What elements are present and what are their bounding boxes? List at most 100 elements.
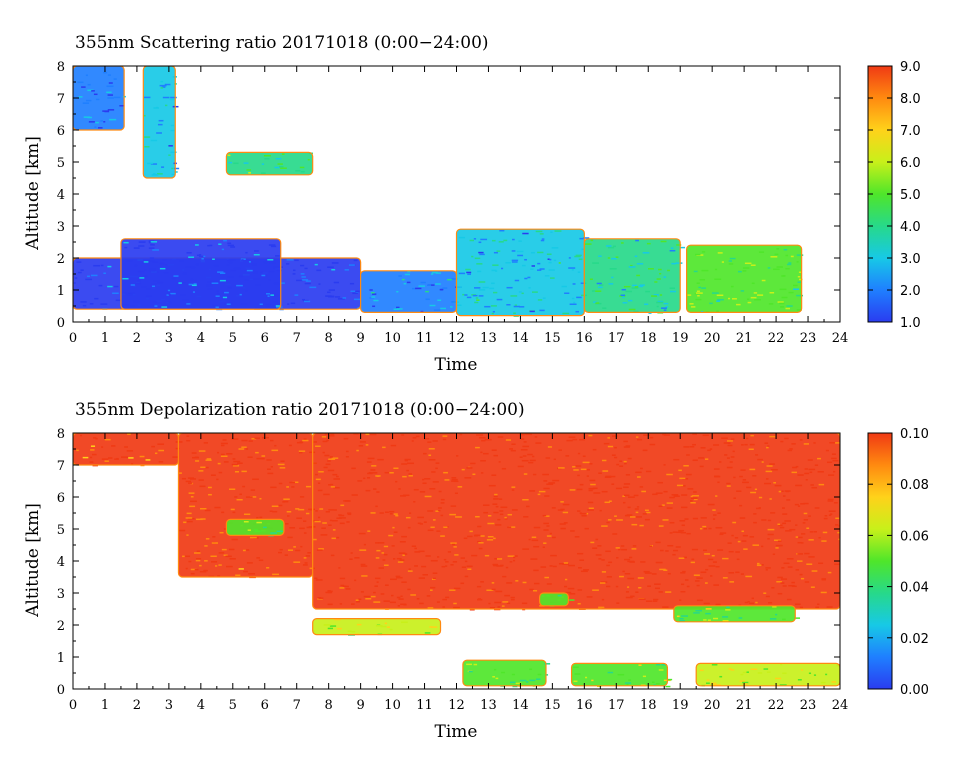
data-speckle [663,434,670,436]
data-speckle [331,268,336,271]
data-speckle [493,454,499,457]
data-speckle [546,483,554,486]
data-speckle [588,487,595,490]
data-speckle [528,538,531,541]
data-speckle [582,237,590,239]
data-speckle [384,471,390,474]
data-speckle [583,569,590,571]
data-speckle [663,309,667,311]
data-speckle [350,290,357,293]
x-tick-label: 23 [800,331,817,346]
colorbar-tick-label: 0.04 [900,581,929,596]
data-speckle [529,679,536,682]
data-speckle [354,557,360,559]
data-speckle [495,590,503,593]
data-speckle [382,559,386,561]
data-speckle [128,292,136,294]
data-speckle [402,494,410,497]
data-speckle [520,433,525,436]
data-speckle [376,491,380,493]
data-speckle [317,482,321,484]
data-speckle [780,440,784,443]
data-speckle [186,534,189,536]
data-speckle [671,494,679,496]
data-speckle [742,534,748,537]
data-speckle [492,310,495,313]
depolarization-x-axis-label: Time [435,722,478,742]
data-speckle [624,462,627,465]
data-speckle [240,258,246,260]
data-speckle [562,511,569,514]
data-speckle [687,488,694,490]
data-speckle [533,526,541,529]
data-speckle [207,244,210,247]
data-speckle [484,438,492,441]
data-speckle [370,433,377,436]
data-speckle [478,436,482,439]
data-speckle [831,681,837,683]
data-speckle [679,617,684,620]
data-speckle [293,561,301,563]
data-speckle [687,294,692,296]
data-speckle [134,264,138,267]
data-speckle [796,254,804,256]
data-speckle [246,169,252,171]
data-speckle [83,116,90,118]
data-speckle [560,508,565,511]
data-speckle [511,250,516,252]
data-speckle [305,280,311,282]
data-speckle [365,433,370,436]
data-speckle [393,308,400,311]
data-speckle [501,671,505,674]
data-speckle [440,535,445,537]
data-speckle [733,476,736,479]
data-speckle [768,303,774,305]
data-speckle [360,565,368,567]
data-speckle [475,297,479,299]
data-speckle [804,552,810,555]
data-speckle [330,554,335,557]
data-speckle [649,545,653,547]
x-tick-label: 0 [69,331,77,346]
data-speckle [233,162,239,165]
data-speckle [445,596,450,599]
data-speckle [318,471,324,473]
data-speckle [739,517,746,519]
data-speckle [148,260,155,262]
y-tick-label: 4 [57,555,65,570]
data-speckle [90,445,96,447]
data-speckle [472,473,476,476]
data-speckle [507,513,513,516]
data-speckle [577,452,581,455]
data-speckle [254,437,260,439]
data-speckle [98,284,103,287]
data-speckle [614,456,618,459]
data-speckle [717,549,724,551]
data-speckle [484,554,490,557]
data-speckle [712,617,719,620]
data-speckle [713,584,720,586]
data-speckle [692,443,696,446]
data-speckle [799,278,803,281]
data-speckle [302,298,305,301]
data-speckle [298,508,305,511]
data-speckle [696,282,700,284]
data-speckle [715,495,718,497]
data-speckle [390,444,397,447]
data-speckle [756,564,762,567]
data-speckle [160,80,164,83]
data-region-edge [462,659,547,687]
data-speckle [151,283,157,285]
data-speckle [753,292,758,294]
data-speckle [279,282,285,284]
data-speckle [586,596,593,598]
data-speckle [625,290,632,293]
data-speckle [200,466,206,469]
data-speckle [481,439,486,442]
data-speckle [396,306,400,309]
data-speckle [263,261,268,264]
data-speckle [624,573,631,575]
data-region-edge [225,151,314,176]
data-speckle [289,481,296,484]
x-tick-label: 13 [480,331,497,346]
